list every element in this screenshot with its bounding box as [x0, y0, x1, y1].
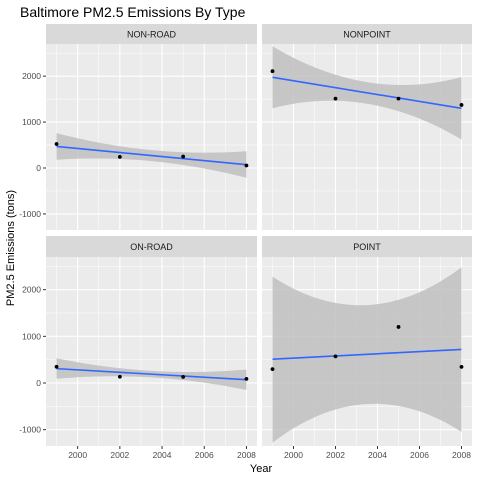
x-tick-label: 2006 — [195, 450, 214, 460]
panel-background — [46, 257, 257, 446]
facet-strip — [46, 236, 257, 257]
data-point — [270, 69, 275, 74]
data-point — [396, 325, 401, 329]
facet-strip-label: POINT — [353, 242, 381, 252]
x-axis-left-column: 2000 2002 2004 2006 2008 — [68, 446, 256, 460]
regression-line — [272, 348, 462, 360]
y-tick-label: 0 — [36, 378, 41, 388]
panel-nonpoint: NONPOINT — [262, 24, 472, 230]
panel-marks — [54, 358, 249, 390]
y-tick-label: 2000 — [22, 71, 41, 81]
data-point — [117, 155, 122, 159]
panel-marks — [270, 46, 464, 140]
y-tick-label: 0 — [36, 163, 41, 173]
panel-on-road: ON-ROAD — [46, 236, 257, 446]
x-tick-label: 2002 — [110, 450, 129, 460]
facet-strip — [262, 24, 472, 44]
data-point — [244, 376, 249, 381]
y-axis-title: PM2.5 Emissions (tons) — [5, 190, 17, 306]
regression-line — [56, 367, 247, 381]
data-point — [54, 142, 59, 146]
regression-line — [56, 145, 247, 166]
data-point — [270, 367, 275, 372]
panel-marks — [270, 267, 464, 443]
data-point — [333, 96, 338, 101]
facet-strip — [46, 24, 257, 44]
data-point — [181, 375, 186, 379]
data-point — [396, 96, 401, 101]
panel-point: POINT — [262, 236, 472, 446]
x-axis-title: Year — [250, 463, 273, 475]
x-tick-label: 2008 — [237, 450, 256, 460]
x-tick-label: 2002 — [326, 450, 345, 460]
data-point — [181, 154, 186, 159]
data-point — [117, 374, 122, 379]
regression-line — [272, 76, 462, 110]
facet-strip-label: NONPOINT — [343, 30, 391, 40]
y-tick-label: -1000 — [19, 209, 41, 219]
y-tick-label: 2000 — [22, 285, 41, 295]
x-tick-label: 2008 — [452, 450, 471, 460]
x-tick-label: 2004 — [368, 450, 387, 460]
x-tick-label: 2004 — [153, 450, 172, 460]
facet-strip-label: NON-ROAD — [127, 30, 176, 40]
x-tick-label: 2000 — [284, 450, 303, 460]
data-point — [244, 163, 249, 168]
data-point — [459, 103, 464, 107]
y-tick-label: 1000 — [22, 331, 41, 341]
y-tick-label: 1000 — [22, 117, 41, 127]
data-point — [459, 365, 464, 369]
facet-strip-label: ON-ROAD — [130, 242, 173, 252]
data-point — [54, 364, 59, 369]
data-point — [333, 354, 338, 359]
x-tick-label: 2000 — [68, 450, 87, 460]
y-tick-label: -1000 — [19, 425, 41, 435]
panel-background — [46, 44, 257, 230]
chart-title: Baltimore PM2.5 Emissions By Type — [20, 4, 246, 20]
facet-strip — [262, 236, 472, 257]
x-axis-right-column: 2000 2002 2004 2006 2008 — [284, 446, 471, 460]
facet-panels: NON-ROAD NONPOINT ON-ROAD POINT — [46, 24, 472, 446]
y-axis-bottom-row: -1000 0 1000 2000 — [19, 285, 46, 435]
panel-marks — [54, 133, 249, 178]
panel-non-road: NON-ROAD — [46, 24, 257, 230]
x-tick-label: 2006 — [410, 450, 429, 460]
y-axis-top-row: -1000 0 1000 2000 — [19, 71, 46, 219]
